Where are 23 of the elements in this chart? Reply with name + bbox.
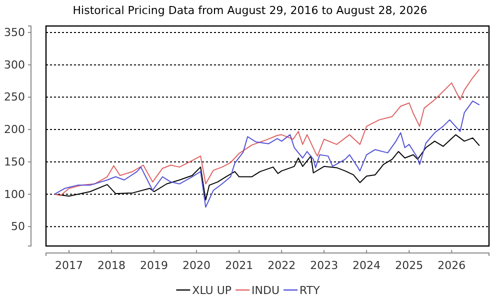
x-tick-label: 2018 — [98, 258, 126, 272]
legend-label: XLU UP — [192, 284, 232, 297]
x-tick-label: 2021 — [225, 258, 254, 272]
chart-title: Historical Pricing Data from August 29, 2016 to August 28, 2026 — [72, 4, 428, 17]
x-tick-label: 2023 — [310, 258, 338, 272]
x-tick-label: 2026 — [438, 258, 466, 272]
x-tick-label: 2017 — [55, 258, 84, 272]
y-tick-label: 350 — [4, 26, 25, 39]
line-series — [54, 68, 480, 196]
y-tick-label: 300 — [4, 58, 25, 72]
y-tick-label: 150 — [4, 155, 25, 168]
x-tick-label: 2025 — [395, 258, 424, 272]
legend-label: RTY — [300, 284, 320, 297]
line-series — [54, 100, 480, 208]
x-tick-label: 2022 — [268, 258, 296, 272]
y-tick-label: 50 — [11, 220, 25, 234]
y-tick-label: 100 — [4, 188, 25, 201]
y-tick-label: 250 — [4, 90, 25, 104]
x-tick-label: 2024 — [352, 258, 381, 272]
legend-label: INDU — [252, 284, 280, 297]
y-tick-label: 200 — [4, 123, 25, 136]
x-tick-label: 2020 — [182, 258, 210, 272]
x-tick-label: 2019 — [140, 258, 168, 272]
